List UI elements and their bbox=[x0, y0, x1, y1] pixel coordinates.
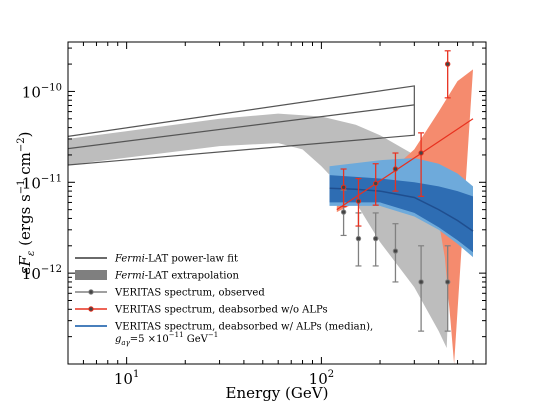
alp-coupling-part: −11 bbox=[169, 331, 184, 339]
legend-label-part: VERITAS spectrum, deabsorbed w/o ALPs bbox=[114, 305, 328, 316]
y-tick-label-base: 10 bbox=[22, 83, 41, 101]
y-tick-label: 10−11 bbox=[22, 173, 62, 192]
plot-frame bbox=[67, 41, 487, 365]
x-tick-label-base: 10 bbox=[114, 370, 133, 388]
legend-label-part: -LAT power-law fit bbox=[145, 254, 238, 265]
legend-marker-veritas_noalps bbox=[88, 306, 94, 312]
no-alps-fit-line bbox=[336, 118, 474, 211]
alp-coupling-part: g bbox=[115, 334, 121, 345]
legend-label-veritas_noalps: VERITAS spectrum, deabsorbed w/o ALPs bbox=[114, 305, 328, 316]
alp-coupling-part: aγ bbox=[121, 339, 130, 347]
no-alps-point bbox=[444, 61, 451, 67]
alps-inner-band bbox=[329, 175, 473, 253]
no-alps-point bbox=[418, 150, 424, 156]
y-tick-label-exp: −12 bbox=[41, 264, 62, 275]
alps-median-line bbox=[329, 187, 474, 232]
x-tick-label-exp: 2 bbox=[328, 369, 334, 380]
no-alps-band bbox=[336, 69, 473, 364]
axis-ticks bbox=[67, 42, 487, 365]
x-tick-label-exp: 1 bbox=[133, 369, 139, 380]
y-tick-label-exp: −10 bbox=[41, 82, 62, 93]
legend-label-part: -LAT extrapolation bbox=[145, 271, 240, 282]
legend-label-part: Fermi bbox=[114, 254, 145, 265]
legend-label-veritas_obs: VERITAS spectrum, observed bbox=[114, 288, 265, 299]
y-tick-label-exp: −11 bbox=[41, 173, 62, 184]
x-tick-label-base: 10 bbox=[309, 370, 328, 388]
legend-alp-coupling: gaγ=5 ×10−11 GeV−1 bbox=[115, 331, 218, 347]
y-label-unit-mid: cm bbox=[16, 152, 34, 179]
fermi-fit-bowtie bbox=[68, 85, 415, 166]
y-tick-label: 10−12 bbox=[22, 264, 62, 283]
no-alps-point bbox=[355, 198, 362, 204]
y-label-unit-end: ) bbox=[16, 131, 34, 137]
y-label-prefix: εF bbox=[16, 255, 34, 274]
legend-label-fermi_fit: Fermi-LAT power-law fit bbox=[114, 254, 238, 265]
legend-label-veritas_alps: VERITAS spectrum, deabsorbed w/ ALPs (me… bbox=[114, 322, 373, 333]
observed-point bbox=[372, 235, 379, 242]
y-tick-label-base: 10 bbox=[22, 265, 41, 283]
observed-point bbox=[392, 248, 399, 254]
legend-swatch-fermi_extrap bbox=[75, 270, 107, 280]
y-axis-label: εFε (ergs s−1 cm−2) bbox=[16, 131, 37, 274]
alp-coupling-part: =5 ×10 bbox=[130, 334, 169, 345]
observed-point bbox=[355, 235, 362, 242]
no-alps-point bbox=[372, 180, 379, 187]
plot-area bbox=[68, 50, 474, 364]
observed-point bbox=[340, 209, 347, 215]
alp-coupling-part: GeV bbox=[184, 334, 209, 345]
x-tick-label: 102 bbox=[309, 369, 334, 388]
legend-label-part: VERITAS spectrum, observed bbox=[114, 288, 265, 299]
legend-label-part: VERITAS spectrum, deabsorbed w/ ALPs (me… bbox=[114, 322, 373, 333]
y-label-exp1: −1 bbox=[16, 179, 27, 194]
veritas-no-alps-points bbox=[340, 50, 451, 227]
y-label-exp2: −2 bbox=[16, 137, 27, 152]
y-label-sub: ε bbox=[26, 251, 37, 256]
no-alps-point bbox=[340, 184, 347, 191]
observed-point bbox=[418, 279, 424, 285]
observed-point bbox=[444, 279, 451, 285]
fermi-fit-line bbox=[68, 104, 415, 150]
legend-marker-veritas_obs bbox=[88, 289, 94, 295]
x-tick-label: 101 bbox=[114, 369, 139, 388]
y-tick-label: 10−10 bbox=[22, 82, 62, 101]
x-axis-label: Energy (GeV) bbox=[226, 384, 329, 402]
legend-label-part: Fermi bbox=[114, 271, 145, 282]
legend-label-fermi_extrap: Fermi-LAT extrapolation bbox=[114, 271, 239, 282]
no-alps-point bbox=[392, 166, 399, 172]
y-tick-label-base: 10 bbox=[22, 174, 41, 192]
y-label-unit-start: (ergs s bbox=[16, 194, 34, 250]
alp-coupling-part: −1 bbox=[208, 331, 218, 339]
